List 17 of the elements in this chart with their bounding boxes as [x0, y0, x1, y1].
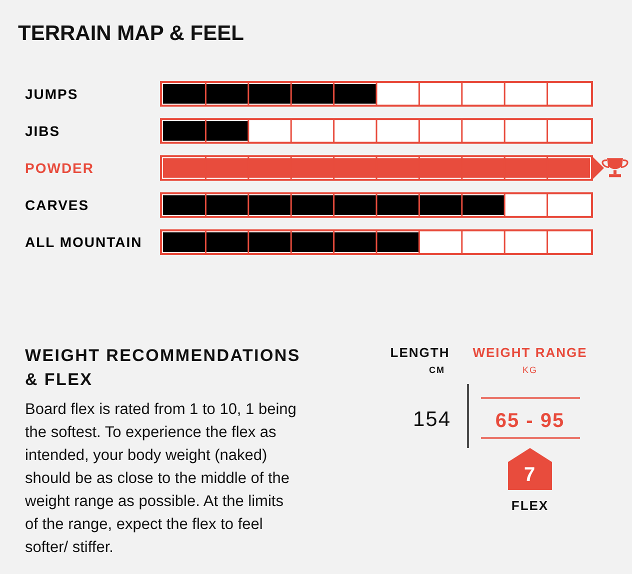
y-tick-label: JIBS	[25, 122, 60, 139]
y-tick-label: POWDER	[25, 160, 94, 176]
text: FLEX	[511, 498, 549, 513]
text: KG	[522, 365, 538, 375]
text: 7	[524, 464, 536, 486]
text: 65 - 95	[495, 410, 565, 432]
text: LENGTH	[390, 345, 450, 360]
y-tick-label: ALL MOUNTAIN	[25, 234, 142, 250]
chart-title: TERRAIN MAP & FEEL	[18, 22, 244, 45]
bar	[163, 121, 248, 141]
text: CM	[429, 365, 445, 375]
text: WEIGHT RECOMMENDATIONS & FLEX	[25, 346, 300, 389]
y-tick-label: CARVES	[25, 197, 90, 214]
y-tick-label: JUMPS	[25, 86, 78, 102]
text: Board flex is rated from 1 to 10, 1 being the softest. To experience the flex as intended, your body weight (naked) should be as close to the middle of the weight range as possible. At the limits of the range, expect the flex to feel softer/ stiffer.	[24, 401, 296, 556]
text: 154	[412, 408, 452, 431]
text: WEIGHT RANGE	[472, 345, 588, 360]
